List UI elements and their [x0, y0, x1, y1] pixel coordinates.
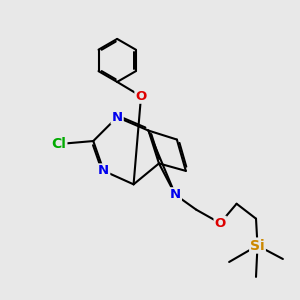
- Text: N: N: [170, 188, 181, 201]
- Text: O: O: [214, 217, 226, 230]
- Text: Cl: Cl: [52, 137, 66, 151]
- Text: N: N: [98, 164, 109, 177]
- Text: N: N: [112, 111, 123, 124]
- Text: Si: Si: [250, 238, 265, 253]
- Text: O: O: [135, 90, 147, 103]
